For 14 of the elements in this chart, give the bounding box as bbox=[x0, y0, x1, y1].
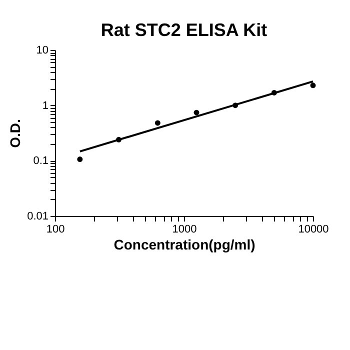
y-tick-label: 1 bbox=[42, 100, 48, 112]
y-tick-label: 0.1 bbox=[33, 155, 48, 168]
x-axis-title: Concentration(pg/ml) bbox=[114, 236, 256, 252]
x-tick-label: 100 bbox=[46, 224, 65, 236]
y-axis-title: O.D. bbox=[7, 119, 24, 148]
point bbox=[194, 110, 200, 116]
y-tick-label: 10 bbox=[36, 44, 48, 56]
y-tick-label: 0.01 bbox=[27, 210, 48, 222]
x-tick-label: 10000 bbox=[298, 224, 329, 236]
chart-title: Rat STC2 ELISA Kit bbox=[100, 20, 268, 40]
point bbox=[310, 82, 316, 88]
point bbox=[77, 156, 83, 162]
point bbox=[154, 120, 160, 126]
x-tick-label: 1000 bbox=[172, 224, 197, 236]
